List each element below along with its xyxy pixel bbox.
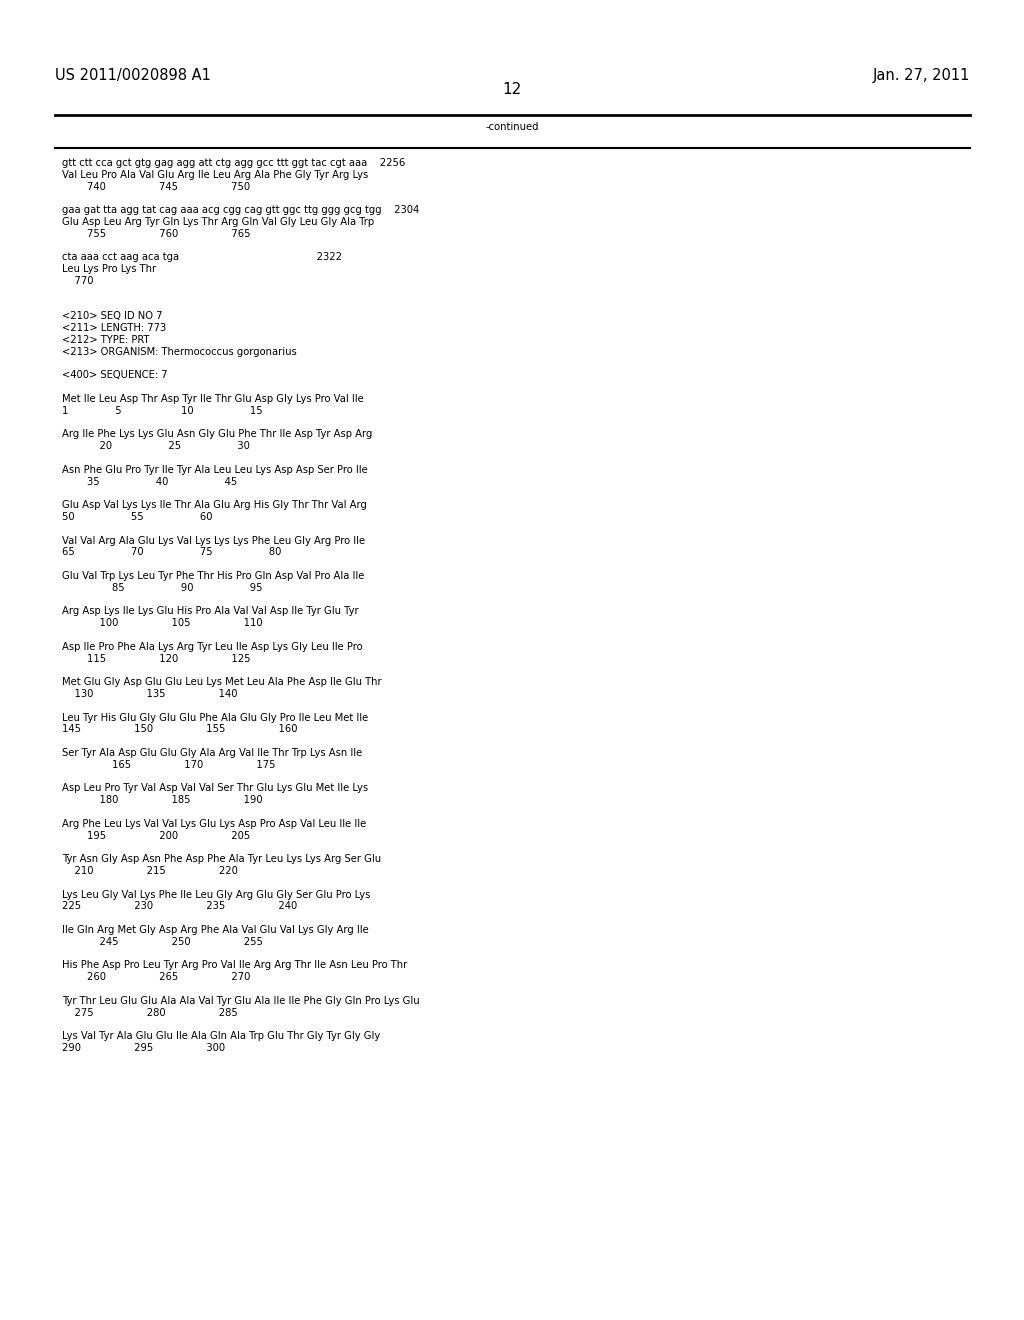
Text: 20                  25                  30: 20 25 30 xyxy=(62,441,250,451)
Text: <211> LENGTH: 773: <211> LENGTH: 773 xyxy=(62,323,166,333)
Text: 245                 250                 255: 245 250 255 xyxy=(62,937,263,946)
Text: Asp Ile Pro Phe Ala Lys Arg Tyr Leu Ile Asp Lys Gly Leu Ile Pro: Asp Ile Pro Phe Ala Lys Arg Tyr Leu Ile … xyxy=(62,642,362,652)
Text: Arg Ile Phe Lys Lys Glu Asn Gly Glu Phe Thr Ile Asp Tyr Asp Arg: Arg Ile Phe Lys Lys Glu Asn Gly Glu Phe … xyxy=(62,429,373,440)
Text: 210                 215                 220: 210 215 220 xyxy=(62,866,238,876)
Text: <213> ORGANISM: Thermococcus gorgonarius: <213> ORGANISM: Thermococcus gorgonarius xyxy=(62,347,297,356)
Text: 165                 170                 175: 165 170 175 xyxy=(62,760,275,770)
Text: Arg Phe Leu Lys Val Val Lys Glu Lys Asp Pro Asp Val Leu Ile Ile: Arg Phe Leu Lys Val Val Lys Glu Lys Asp … xyxy=(62,818,367,829)
Text: US 2011/0020898 A1: US 2011/0020898 A1 xyxy=(55,69,211,83)
Text: 65                  70                  75                  80: 65 70 75 80 xyxy=(62,548,282,557)
Text: Val Val Arg Ala Glu Lys Val Lys Lys Lys Phe Leu Gly Arg Pro Ile: Val Val Arg Ala Glu Lys Val Lys Lys Lys … xyxy=(62,536,366,545)
Text: 225                 230                 235                 240: 225 230 235 240 xyxy=(62,902,297,911)
Text: Met Glu Gly Asp Glu Glu Leu Lys Met Leu Ala Phe Asp Ile Glu Thr: Met Glu Gly Asp Glu Glu Leu Lys Met Leu … xyxy=(62,677,382,688)
Text: 260                 265                 270: 260 265 270 xyxy=(62,973,251,982)
Text: 145                 150                 155                 160: 145 150 155 160 xyxy=(62,725,298,734)
Text: 275                 280                 285: 275 280 285 xyxy=(62,1007,238,1018)
Text: Met Ile Leu Asp Thr Asp Tyr Ile Thr Glu Asp Gly Lys Pro Val Ile: Met Ile Leu Asp Thr Asp Tyr Ile Thr Glu … xyxy=(62,393,364,404)
Text: His Phe Asp Pro Leu Tyr Arg Pro Val Ile Arg Arg Thr Ile Asn Leu Pro Thr: His Phe Asp Pro Leu Tyr Arg Pro Val Ile … xyxy=(62,961,408,970)
Text: -continued: -continued xyxy=(485,121,539,132)
Text: 195                 200                 205: 195 200 205 xyxy=(62,830,250,841)
Text: 100                 105                 110: 100 105 110 xyxy=(62,618,262,628)
Text: gaa gat tta agg tat cag aaa acg cgg cag gtt ggc ttg ggg gcg tgg    2304: gaa gat tta agg tat cag aaa acg cgg cag … xyxy=(62,205,419,215)
Text: 290                 295                 300: 290 295 300 xyxy=(62,1043,225,1053)
Text: Asn Phe Glu Pro Tyr Ile Tyr Ala Leu Leu Lys Asp Asp Ser Pro Ile: Asn Phe Glu Pro Tyr Ile Tyr Ala Leu Leu … xyxy=(62,465,368,475)
Text: Leu Lys Pro Lys Thr: Leu Lys Pro Lys Thr xyxy=(62,264,156,275)
Text: Jan. 27, 2011: Jan. 27, 2011 xyxy=(872,69,970,83)
Text: 740                 745                 750: 740 745 750 xyxy=(62,182,250,191)
Text: 35                  40                  45: 35 40 45 xyxy=(62,477,238,487)
Text: 1               5                   10                  15: 1 5 10 15 xyxy=(62,405,262,416)
Text: 115                 120                 125: 115 120 125 xyxy=(62,653,251,664)
Text: 50                  55                  60: 50 55 60 xyxy=(62,512,213,521)
Text: Lys Val Tyr Ala Glu Glu Ile Ala Gln Ala Trp Glu Thr Gly Tyr Gly Gly: Lys Val Tyr Ala Glu Glu Ile Ala Gln Ala … xyxy=(62,1031,380,1041)
Text: 755                 760                 765: 755 760 765 xyxy=(62,228,251,239)
Text: Arg Asp Lys Ile Lys Glu His Pro Ala Val Val Asp Ile Tyr Glu Tyr: Arg Asp Lys Ile Lys Glu His Pro Ala Val … xyxy=(62,606,358,616)
Text: gtt ctt cca gct gtg gag agg att ctg agg gcc ttt ggt tac cgt aaa    2256: gtt ctt cca gct gtg gag agg att ctg agg … xyxy=(62,158,406,168)
Text: Glu Asp Leu Arg Tyr Gln Lys Thr Arg Gln Val Gly Leu Gly Ala Trp: Glu Asp Leu Arg Tyr Gln Lys Thr Arg Gln … xyxy=(62,216,374,227)
Text: Tyr Asn Gly Asp Asn Phe Asp Phe Ala Tyr Leu Lys Lys Arg Ser Glu: Tyr Asn Gly Asp Asn Phe Asp Phe Ala Tyr … xyxy=(62,854,381,865)
Text: 180                 185                 190: 180 185 190 xyxy=(62,795,262,805)
Text: Leu Tyr His Glu Gly Glu Glu Phe Ala Glu Gly Pro Ile Leu Met Ile: Leu Tyr His Glu Gly Glu Glu Phe Ala Glu … xyxy=(62,713,369,722)
Text: cta aaa cct aag aca tga                                            2322: cta aaa cct aag aca tga 2322 xyxy=(62,252,342,263)
Text: 12: 12 xyxy=(503,82,521,96)
Text: Glu Val Trp Lys Leu Tyr Phe Thr His Pro Gln Asp Val Pro Ala Ile: Glu Val Trp Lys Leu Tyr Phe Thr His Pro … xyxy=(62,572,365,581)
Text: Lys Leu Gly Val Lys Phe Ile Leu Gly Arg Glu Gly Ser Glu Pro Lys: Lys Leu Gly Val Lys Phe Ile Leu Gly Arg … xyxy=(62,890,371,900)
Text: 130                 135                 140: 130 135 140 xyxy=(62,689,238,700)
Text: Val Leu Pro Ala Val Glu Arg Ile Leu Arg Ala Phe Gly Tyr Arg Lys: Val Leu Pro Ala Val Glu Arg Ile Leu Arg … xyxy=(62,170,369,180)
Text: Ile Gln Arg Met Gly Asp Arg Phe Ala Val Glu Val Lys Gly Arg Ile: Ile Gln Arg Met Gly Asp Arg Phe Ala Val … xyxy=(62,925,369,935)
Text: Tyr Thr Leu Glu Glu Ala Ala Val Tyr Glu Ala Ile Ile Phe Gly Gln Pro Lys Glu: Tyr Thr Leu Glu Glu Ala Ala Val Tyr Glu … xyxy=(62,995,420,1006)
Text: Asp Leu Pro Tyr Val Asp Val Val Ser Thr Glu Lys Glu Met Ile Lys: Asp Leu Pro Tyr Val Asp Val Val Ser Thr … xyxy=(62,783,368,793)
Text: Glu Asp Val Lys Lys Ile Thr Ala Glu Arg His Gly Thr Thr Val Arg: Glu Asp Val Lys Lys Ile Thr Ala Glu Arg … xyxy=(62,500,367,511)
Text: Ser Tyr Ala Asp Glu Glu Gly Ala Arg Val Ile Thr Trp Lys Asn Ile: Ser Tyr Ala Asp Glu Glu Gly Ala Arg Val … xyxy=(62,748,362,758)
Text: <400> SEQUENCE: 7: <400> SEQUENCE: 7 xyxy=(62,371,168,380)
Text: <212> TYPE: PRT: <212> TYPE: PRT xyxy=(62,335,150,345)
Text: <210> SEQ ID NO 7: <210> SEQ ID NO 7 xyxy=(62,312,163,321)
Text: 770: 770 xyxy=(62,276,93,286)
Text: 85                  90                  95: 85 90 95 xyxy=(62,583,262,593)
